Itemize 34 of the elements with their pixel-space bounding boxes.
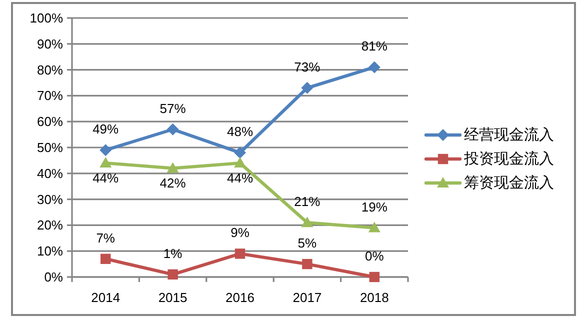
y-tick-label: 0% [44,270,63,284]
value-label: 57% [160,100,186,116]
value-label: 0% [365,248,384,264]
legend-label: 经营现金流入 [464,126,554,144]
y-tick-label: 60% [36,114,63,130]
y-tick-label: 10% [36,244,63,259]
y-tick-label: 20% [36,218,63,233]
y-tick-label: 80% [36,62,63,78]
value-label: 19% [361,199,388,214]
value-label: 81% [361,38,388,54]
y-tick-label: 70% [36,88,63,104]
value-label: 9% [230,225,250,240]
y-tick-label: 100% [30,10,63,26]
value-label: 48% [226,124,254,140]
y-tick-label: 30% [36,192,63,207]
value-label: 5% [298,236,317,251]
x-tick-label: 2018 [360,290,389,305]
value-label: 44% [92,170,119,186]
value-label: 73% [294,59,320,74]
x-tick-label: 2014 [91,290,120,305]
value-label: 21% [294,194,320,210]
value-label: 49% [92,122,119,137]
legend-label: 筹资现金流入 [464,174,554,192]
value-label: 42% [160,176,186,191]
y-tick-label: 50% [36,140,63,155]
value-label: 7% [96,230,115,246]
x-tick-label: 2015 [158,290,188,305]
x-tick-label: 2017 [292,290,322,305]
value-label: 44% [226,170,254,186]
legend-label: 投资现金流入 [464,150,554,168]
y-tick-label: 90% [36,36,63,52]
x-tick-label: 2016 [226,290,254,305]
y-tick-label: 40% [36,166,63,181]
value-label: 1% [163,246,182,261]
